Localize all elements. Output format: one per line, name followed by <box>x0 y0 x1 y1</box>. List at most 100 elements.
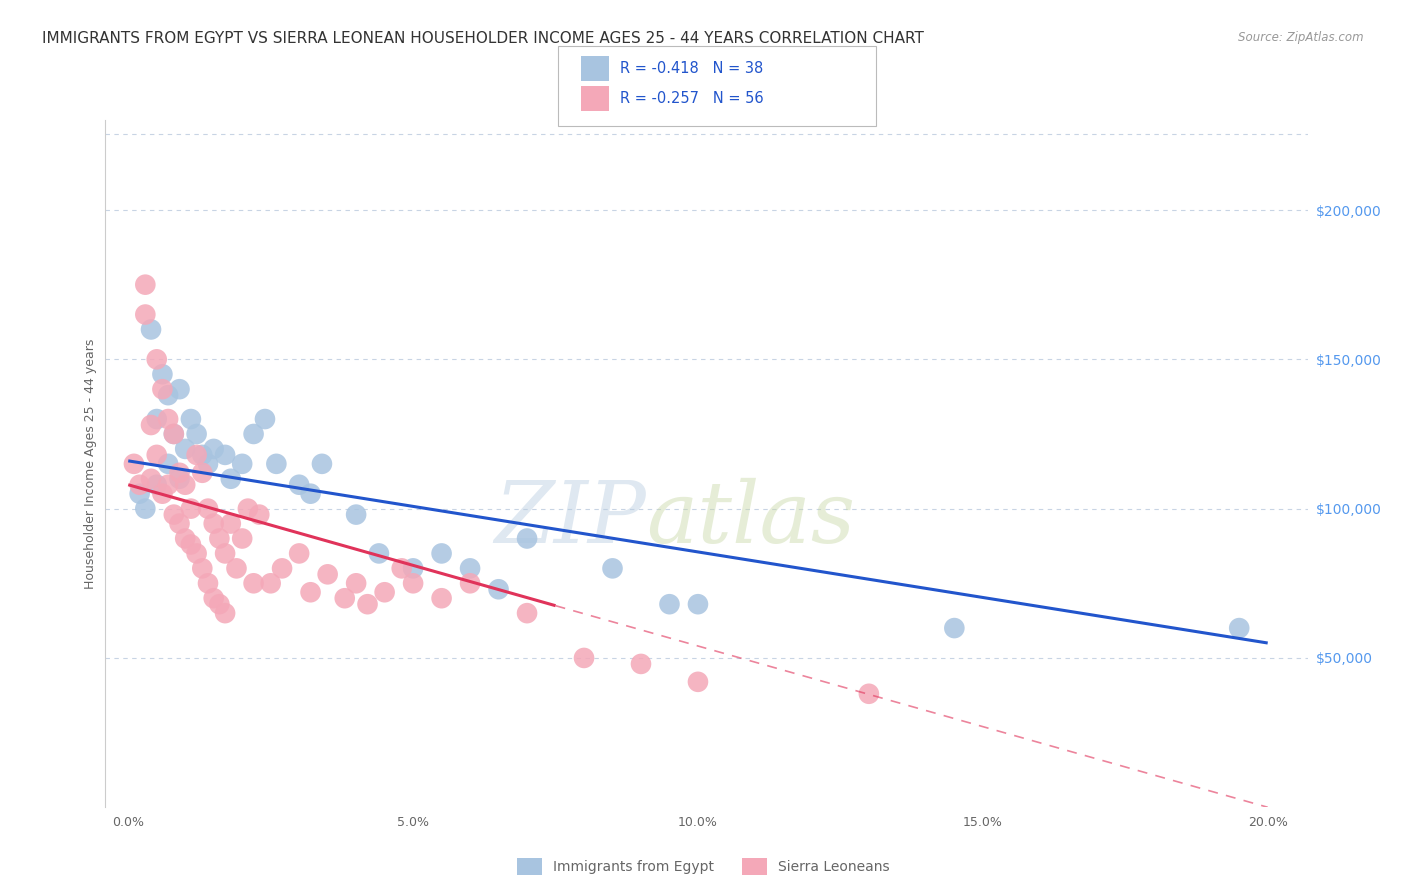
Point <box>316 567 339 582</box>
Point <box>152 382 174 396</box>
Point <box>139 417 162 432</box>
Point <box>333 591 356 606</box>
Point <box>658 597 681 611</box>
Point <box>271 561 294 575</box>
Point <box>145 448 167 462</box>
Point <box>197 457 219 471</box>
Point <box>157 412 180 426</box>
Point <box>458 561 481 575</box>
Point <box>208 532 231 546</box>
Point <box>247 508 270 522</box>
Point <box>288 546 311 560</box>
Point <box>242 576 264 591</box>
Text: IMMIGRANTS FROM EGYPT VS SIERRA LEONEAN HOUSEHOLDER INCOME AGES 25 - 44 YEARS CO: IMMIGRANTS FROM EGYPT VS SIERRA LEONEAN … <box>42 31 924 46</box>
Point <box>686 597 709 611</box>
Point <box>630 657 652 671</box>
Point <box>163 427 186 442</box>
Point <box>231 457 253 471</box>
Point <box>686 674 709 689</box>
Point <box>208 597 231 611</box>
Point <box>236 501 259 516</box>
Point <box>134 501 156 516</box>
Point <box>122 457 145 471</box>
Point <box>139 472 162 486</box>
Point <box>214 606 236 620</box>
Point <box>219 516 242 531</box>
Point <box>374 585 396 599</box>
Point <box>214 448 236 462</box>
Point <box>202 442 225 456</box>
Y-axis label: Householder Income Ages 25 - 44 years: Householder Income Ages 25 - 44 years <box>84 339 97 589</box>
Point <box>174 442 197 456</box>
Point <box>214 546 236 560</box>
Point <box>202 591 225 606</box>
Point <box>858 687 880 701</box>
Point <box>145 412 167 426</box>
Point <box>299 585 322 599</box>
Point <box>163 508 186 522</box>
Point <box>163 427 186 442</box>
Point <box>191 448 214 462</box>
Point <box>169 466 191 480</box>
Point <box>139 322 162 336</box>
Point <box>943 621 966 635</box>
Point <box>157 457 180 471</box>
Text: R = -0.257   N = 56: R = -0.257 N = 56 <box>620 91 763 105</box>
Point <box>344 508 367 522</box>
Point <box>180 537 202 551</box>
Point <box>368 546 391 560</box>
Point <box>169 472 191 486</box>
Point <box>197 576 219 591</box>
Point <box>191 466 214 480</box>
Point <box>157 388 180 402</box>
Point <box>516 532 538 546</box>
Text: ZIP: ZIP <box>495 477 647 560</box>
Point <box>152 486 174 500</box>
Point <box>602 561 624 575</box>
Point <box>225 561 247 575</box>
Point <box>174 477 197 491</box>
Text: atlas: atlas <box>647 477 855 560</box>
Point <box>253 412 276 426</box>
Point <box>174 532 197 546</box>
Legend: Immigrants from Egypt, Sierra Leoneans: Immigrants from Egypt, Sierra Leoneans <box>512 853 894 880</box>
Point <box>186 546 208 560</box>
Point <box>231 532 253 546</box>
Point <box>572 651 595 665</box>
Point <box>260 576 283 591</box>
Text: Source: ZipAtlas.com: Source: ZipAtlas.com <box>1239 31 1364 45</box>
Point <box>430 591 453 606</box>
Point <box>169 516 191 531</box>
Point <box>180 501 202 516</box>
Point <box>516 606 538 620</box>
Point <box>402 561 425 575</box>
Point <box>458 576 481 591</box>
Point <box>128 486 150 500</box>
Point <box>191 561 214 575</box>
Point <box>488 582 510 597</box>
Point <box>242 427 264 442</box>
Point <box>186 427 208 442</box>
Point <box>299 486 322 500</box>
Point <box>430 546 453 560</box>
Point <box>152 368 174 382</box>
Point <box>288 477 311 491</box>
Point <box>391 561 413 575</box>
Point <box>202 516 225 531</box>
Point <box>311 457 333 471</box>
Point <box>145 352 167 367</box>
Point <box>266 457 288 471</box>
Point <box>134 277 156 292</box>
Text: R = -0.418   N = 38: R = -0.418 N = 38 <box>620 62 763 76</box>
Point <box>169 382 191 396</box>
Point <box>186 448 208 462</box>
Point <box>402 576 425 591</box>
Point <box>180 412 202 426</box>
Point <box>1227 621 1250 635</box>
Point <box>356 597 378 611</box>
Point <box>128 477 150 491</box>
Point <box>344 576 367 591</box>
Point <box>134 308 156 322</box>
Point <box>197 501 219 516</box>
Point <box>145 477 167 491</box>
